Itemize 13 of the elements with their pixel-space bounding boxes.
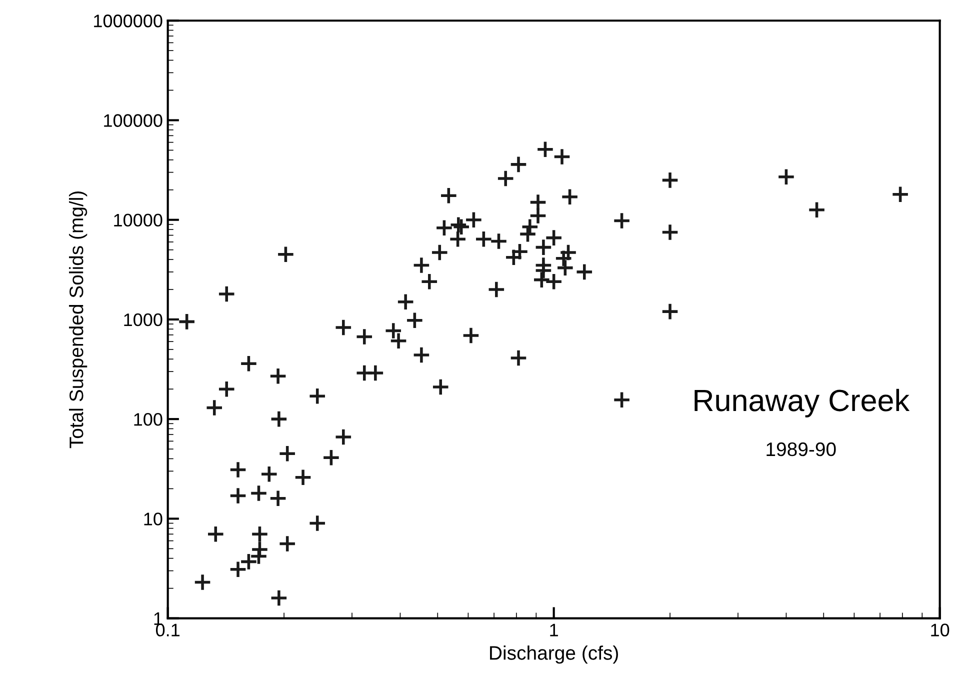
annotation: 1989-90 xyxy=(766,442,836,456)
y-tick-label: 10000 xyxy=(114,214,162,227)
x-tick-label: 0.1 xyxy=(156,624,180,636)
y-tick-label: 10 xyxy=(144,512,162,526)
y-tick-label: 100000 xyxy=(104,114,162,127)
y-tick-label: 1000 xyxy=(124,313,162,326)
x-tick-label: 10 xyxy=(931,624,950,636)
y-tick-label: 100 xyxy=(134,413,162,426)
annotation: Runaway Creek xyxy=(694,388,910,418)
y-tick-label: 1000000 xyxy=(94,14,162,28)
y-axis-title: Total Suspended Solids (mg/l) xyxy=(69,192,88,448)
x-tick-label: 1 xyxy=(550,624,558,636)
x-axis-title: Discharge (cfs) xyxy=(490,646,618,664)
